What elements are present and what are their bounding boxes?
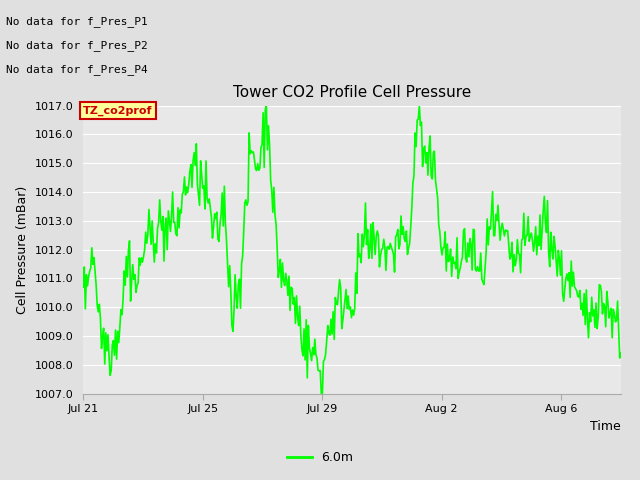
Text: No data for f_Pres_P2: No data for f_Pres_P2 xyxy=(6,40,148,51)
Text: TZ_co2prof: TZ_co2prof xyxy=(83,106,153,116)
Text: No data for f_Pres_P4: No data for f_Pres_P4 xyxy=(6,64,148,75)
X-axis label: Time: Time xyxy=(590,420,621,432)
Title: Tower CO2 Profile Cell Pressure: Tower CO2 Profile Cell Pressure xyxy=(233,85,471,100)
Legend: 6.0m: 6.0m xyxy=(282,446,358,469)
Text: No data for f_Pres_P1: No data for f_Pres_P1 xyxy=(6,16,148,27)
Y-axis label: Cell Pressure (mBar): Cell Pressure (mBar) xyxy=(16,185,29,314)
